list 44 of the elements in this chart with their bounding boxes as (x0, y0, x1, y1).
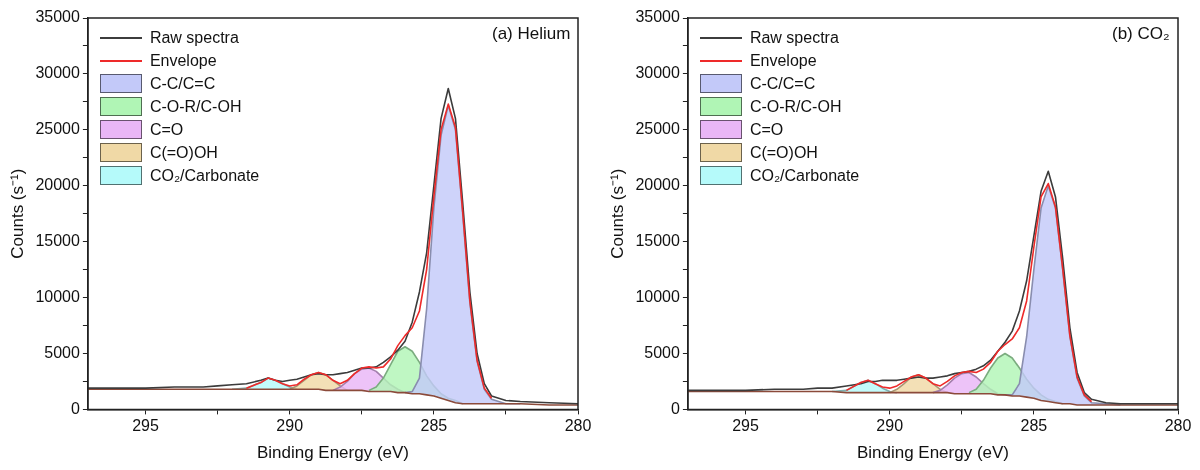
y-tick-label: 15000 (35, 232, 80, 250)
legend-label: C-O-R/C-OH (749, 97, 842, 116)
y-tick-label: 25000 (35, 120, 80, 138)
chart-title: (a) Helium (492, 24, 571, 44)
legend-label: CO₂/Carbonate (149, 166, 260, 185)
y-tick-label: 35000 (35, 8, 80, 26)
x-tick-label: 295 (732, 417, 759, 435)
y-tick-label: 20000 (35, 176, 80, 194)
y-tick-label: 20000 (635, 176, 680, 194)
x-tick-label: 280 (1164, 417, 1192, 435)
y-tick-label: 5000 (44, 343, 80, 361)
legend-label: C-O-R/C-OH (149, 97, 242, 116)
legend-label: C-C/C=C (749, 74, 816, 93)
legend-label: Envelope (149, 51, 217, 70)
y-tick-label: 30000 (635, 64, 680, 82)
y-tick-label: 30000 (35, 64, 80, 82)
chart-title: (b) CO₂ (1112, 24, 1170, 44)
x-tick-label: 295 (132, 417, 159, 435)
y-axis-title: Counts (s⁻¹) (7, 168, 27, 259)
y-tick-label: 0 (70, 399, 80, 417)
x-tick-label: 285 (420, 417, 448, 435)
y-tick-label: 25000 (635, 120, 680, 138)
x-tick-label: 290 (876, 417, 904, 435)
y-tick-label: 5000 (644, 343, 680, 361)
x-axis-title: Binding Energy (eV) (256, 443, 410, 463)
y-tick-label: 10000 (35, 287, 80, 305)
y-tick-label: 35000 (635, 8, 680, 26)
x-tick-label: 285 (1020, 417, 1048, 435)
legend-label: C=O (749, 120, 784, 139)
x-tick-label: 280 (564, 417, 592, 435)
y-tick-label: 10000 (635, 287, 680, 305)
y-axis-title: Counts (s⁻¹) (607, 168, 627, 259)
legend-label: C(=O)OH (149, 143, 218, 162)
x-tick-label: 290 (276, 417, 304, 435)
legend-label: C(=O)OH (749, 143, 818, 162)
legend-label: Raw spectra (149, 28, 239, 47)
legend-label: CO₂/Carbonate (749, 166, 860, 185)
legend-label: C-C/C=C (149, 74, 216, 93)
legend-label: Envelope (749, 51, 817, 70)
legend-label: Raw spectra (749, 28, 839, 47)
legend-label: C=O (149, 120, 184, 139)
y-tick-label: 15000 (635, 232, 680, 250)
y-tick-label: 0 (670, 399, 680, 417)
x-axis-title: Binding Energy (eV) (856, 443, 1010, 463)
